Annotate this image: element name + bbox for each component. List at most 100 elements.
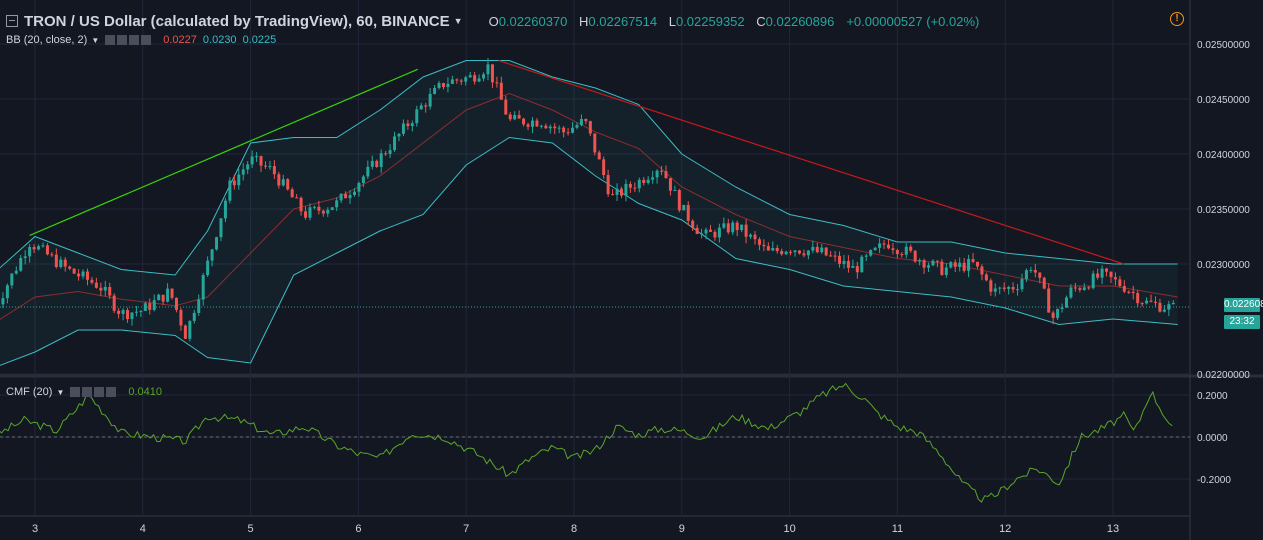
candle-body <box>651 177 655 180</box>
candle-body <box>1167 304 1171 310</box>
candle-body <box>539 125 543 127</box>
x-tick-label: 10 <box>783 523 795 535</box>
candle-body <box>281 179 285 186</box>
candle-body <box>455 79 459 81</box>
candle-body <box>121 310 125 314</box>
candle-body <box>28 247 32 257</box>
candle-body <box>490 64 494 83</box>
candle-body <box>1033 270 1037 273</box>
candle-body <box>1136 293 1140 304</box>
candle-body <box>838 255 842 264</box>
candle-body <box>10 273 14 286</box>
candle-body <box>1153 301 1157 303</box>
uptrend-line <box>29 68 418 236</box>
candle-body <box>642 179 646 184</box>
gear-icon[interactable] <box>117 35 128 45</box>
candle-body <box>206 260 210 276</box>
candle-body <box>441 83 445 88</box>
plus-icon[interactable] <box>94 387 105 397</box>
candle-body <box>878 243 882 248</box>
candle-body <box>695 227 699 234</box>
candle-body <box>255 156 259 158</box>
candle-body <box>882 243 886 245</box>
candle-body <box>1091 273 1095 289</box>
candle-body <box>766 246 770 251</box>
candle-body <box>277 174 281 186</box>
candle-body <box>949 262 953 268</box>
candle-body <box>575 125 579 128</box>
candle-body <box>980 266 984 275</box>
bb-upper-line <box>0 60 1178 276</box>
candle-body <box>1078 288 1082 290</box>
candle-body <box>268 166 272 168</box>
candle-body <box>72 268 76 274</box>
symbol-title[interactable]: TRON / US Dollar (calculated by TradingV… <box>24 12 450 30</box>
candle-body <box>361 176 365 183</box>
candle-body <box>397 133 401 137</box>
candle-body <box>272 166 276 175</box>
candle-body <box>473 75 477 82</box>
candle-body <box>744 224 748 237</box>
alert-icon[interactable]: ! <box>1170 12 1184 26</box>
close-icon[interactable] <box>106 387 117 397</box>
candle-body <box>77 273 81 277</box>
eye-icon[interactable] <box>105 35 116 45</box>
chevron-down-icon[interactable]: ▼ <box>91 35 100 45</box>
candle-body <box>864 255 868 257</box>
candle-body <box>602 159 606 176</box>
candle-body <box>446 83 450 88</box>
candle-body <box>762 244 766 247</box>
collapse-toggle-icon[interactable] <box>6 15 18 27</box>
candle-body <box>1056 309 1060 318</box>
candle-body <box>370 160 374 167</box>
cmf-line <box>0 382 1173 503</box>
candle-body <box>59 259 63 268</box>
cmf-y-tick-label: 0.2000 <box>1197 391 1228 402</box>
cmf-y-tick-label: 0.0000 <box>1197 433 1228 444</box>
candle-body <box>553 126 557 129</box>
candle-body <box>811 246 815 251</box>
candle-body <box>984 274 988 281</box>
eye-icon[interactable] <box>70 387 81 397</box>
candle-body <box>895 250 899 255</box>
candle-body <box>228 180 232 201</box>
candle-body <box>1060 307 1064 310</box>
candle-body <box>975 261 979 267</box>
candle-body <box>179 309 183 326</box>
candle-body <box>393 136 397 151</box>
candle-body <box>740 224 744 231</box>
candle-body <box>655 170 659 178</box>
candle-body <box>1007 286 1011 289</box>
chevron-down-icon[interactable]: ▼ <box>56 387 65 397</box>
chevron-down-icon[interactable]: ▼ <box>453 16 463 26</box>
candle-body <box>904 246 908 255</box>
candle-body <box>998 287 1002 289</box>
candle-body <box>806 250 810 256</box>
candle-body <box>993 288 997 292</box>
candle-body <box>606 175 610 195</box>
candle-body <box>922 260 926 268</box>
candle-body <box>330 207 334 210</box>
candle-body <box>726 223 730 233</box>
candle-body <box>148 303 152 310</box>
candle-body <box>499 82 503 100</box>
cmf-value: 0.0410 <box>128 386 163 398</box>
candle-body <box>824 247 828 256</box>
candle-body <box>1029 270 1033 272</box>
bb-label[interactable]: BB (20, close, 2) <box>6 34 88 46</box>
candle-body <box>188 320 192 339</box>
x-tick-label: 11 <box>892 523 903 535</box>
candle-body <box>32 247 36 250</box>
candle-body <box>668 178 672 191</box>
candle-body <box>201 275 205 300</box>
candle-body <box>579 119 583 126</box>
candle-body <box>628 183 632 188</box>
cmf-label[interactable]: CMF (20) <box>6 386 53 398</box>
gear-icon[interactable] <box>82 387 93 397</box>
close-icon[interactable] <box>141 35 152 45</box>
plus-icon[interactable] <box>129 35 140 45</box>
cmf-legend: CMF (20) ▼ 0.0410 <box>6 386 162 398</box>
candle-body <box>1162 309 1166 312</box>
x-tick-label: 7 <box>463 523 469 535</box>
